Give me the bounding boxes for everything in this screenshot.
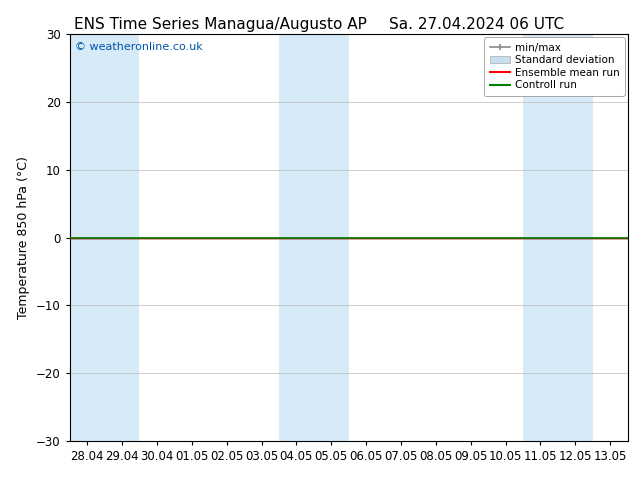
Title: ENS Time Series Managua/Augusto AP       Sa. 27.04.2024 06 UTC: ENS Time Series Managua/Augusto AP Sa. 2… <box>0 489 1 490</box>
Bar <box>70 34 105 441</box>
Bar <box>279 34 314 441</box>
Bar <box>105 34 139 441</box>
Text: ENS Time Series Managua/Augusto AP: ENS Time Series Managua/Augusto AP <box>74 17 367 32</box>
Text: © weatheronline.co.uk: © weatheronline.co.uk <box>75 43 203 52</box>
Legend: min/max, Standard deviation, Ensemble mean run, Controll run: min/max, Standard deviation, Ensemble me… <box>484 37 624 96</box>
Y-axis label: Temperature 850 hPa (°C): Temperature 850 hPa (°C) <box>17 156 30 319</box>
Bar <box>558 34 593 441</box>
Bar <box>523 34 558 441</box>
Bar <box>314 34 349 441</box>
Text: Sa. 27.04.2024 06 UTC: Sa. 27.04.2024 06 UTC <box>389 17 565 32</box>
